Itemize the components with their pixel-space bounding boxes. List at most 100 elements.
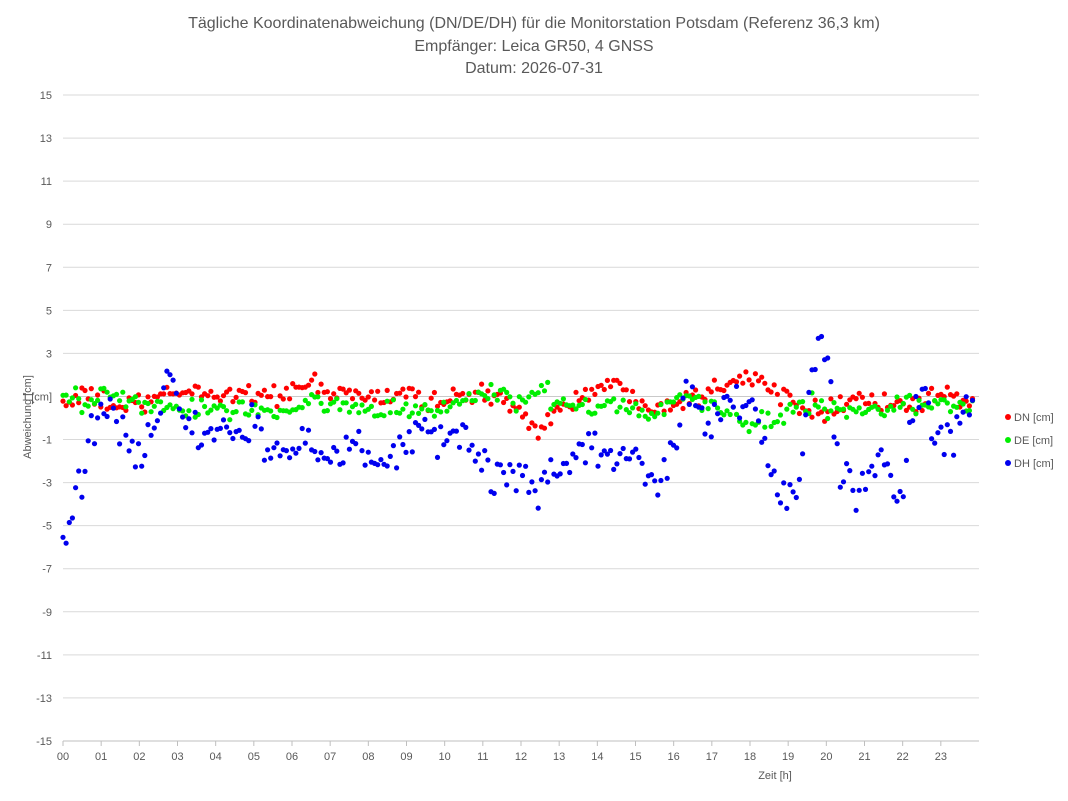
data-point-dn	[372, 397, 378, 403]
data-point-dh	[186, 416, 192, 422]
data-point-de	[79, 409, 85, 416]
data-point-dn	[205, 393, 211, 399]
data-point-de	[302, 397, 308, 403]
data-point-de	[334, 396, 340, 402]
data-point-dh	[334, 448, 340, 454]
data-point-de	[246, 412, 252, 418]
data-point-de	[570, 402, 576, 408]
data-point-dn	[903, 407, 910, 413]
data-point-dh	[718, 417, 724, 423]
legend-marker-de	[1005, 437, 1011, 443]
data-point-de	[793, 404, 799, 410]
data-point-dh	[947, 428, 954, 434]
data-point-dn	[331, 391, 337, 397]
data-point-dh	[573, 455, 579, 461]
data-point-dh	[95, 415, 101, 421]
data-point-dh	[837, 484, 843, 490]
data-point-dh	[875, 452, 881, 458]
data-point-dn	[214, 394, 220, 400]
y-tick-label: 11	[41, 176, 52, 188]
data-point-dn	[557, 407, 563, 413]
data-point-dh	[403, 449, 409, 455]
data-point-dn	[287, 396, 293, 402]
data-point-de	[774, 419, 781, 425]
data-point-dh	[217, 425, 223, 431]
data-point-de	[916, 397, 922, 403]
data-point-dn	[604, 377, 611, 383]
data-point-dh	[469, 442, 475, 448]
data-point-de	[227, 417, 233, 423]
data-point-de	[910, 406, 916, 412]
data-point-dh	[686, 401, 692, 407]
data-point-de	[560, 396, 567, 402]
data-point-de	[818, 398, 825, 404]
data-point-dh	[859, 470, 866, 476]
data-point-dh	[353, 441, 359, 447]
data-point-dn	[76, 400, 82, 406]
data-point-de	[686, 393, 692, 399]
data-point-de	[872, 403, 878, 409]
data-point-de	[702, 399, 708, 405]
data-point-dh	[689, 384, 696, 390]
data-point-dn	[523, 411, 529, 417]
data-point-dh	[796, 476, 803, 482]
data-point-dn	[573, 389, 579, 395]
x-tick-label: 21	[858, 751, 870, 763]
data-point-dn	[630, 388, 636, 394]
data-point-dh	[390, 443, 396, 449]
data-point-dn	[529, 420, 535, 426]
y-tick-label: 13	[40, 133, 52, 145]
data-point-dh	[604, 451, 611, 457]
data-point-dn	[667, 407, 674, 413]
data-point-dh	[856, 487, 862, 493]
data-point-de	[790, 409, 796, 415]
data-point-dh	[966, 412, 973, 418]
data-point-de	[337, 407, 343, 413]
x-axis-ticks: 00 01 02 03 04 05 06 07 08 09 10 11 12 13 14 15 16 17 18 19…	[57, 741, 947, 763]
data-point-de	[139, 410, 145, 416]
data-point-dn	[208, 388, 214, 394]
data-point-dh	[787, 482, 793, 488]
data-point-dh	[516, 462, 522, 468]
data-point-dh	[110, 405, 116, 411]
data-point-dh	[803, 412, 809, 418]
data-point-de	[894, 394, 900, 400]
data-point-dh	[541, 469, 548, 475]
data-point-dh	[69, 515, 75, 521]
data-point-dh	[523, 463, 529, 469]
data-point-dh	[79, 494, 85, 500]
data-point-dh	[910, 418, 916, 424]
data-point-dh	[535, 505, 541, 511]
data-point-de	[900, 400, 906, 407]
data-point-dn	[123, 407, 129, 413]
data-point-dn	[384, 387, 390, 393]
data-point-dn	[318, 381, 324, 387]
data-point-dh	[277, 453, 283, 459]
data-point-dh	[82, 468, 88, 474]
data-point-dh	[620, 445, 626, 452]
data-point-de	[611, 396, 617, 402]
data-point-dh	[818, 333, 825, 340]
data-point-dh	[532, 488, 538, 494]
y-tick-label: -15	[36, 736, 52, 748]
data-point-dh	[755, 418, 762, 424]
data-point-dh	[151, 425, 157, 431]
data-point-dh	[900, 494, 906, 500]
data-point-dh	[957, 420, 963, 426]
data-point-de	[444, 408, 450, 414]
data-point-de	[787, 401, 793, 407]
data-point-dh	[724, 393, 730, 399]
data-point-dn	[95, 392, 101, 398]
data-point-dh	[438, 424, 444, 430]
y-tick-label: -9	[42, 607, 52, 619]
data-point-dh	[387, 453, 393, 459]
data-point-dh	[878, 447, 884, 453]
data-point-dh	[840, 479, 847, 485]
x-tick-label: 19	[782, 751, 794, 763]
data-point-dh	[608, 447, 614, 454]
data-point-dh	[205, 429, 211, 435]
data-point-dh	[76, 468, 82, 474]
data-point-de	[636, 413, 642, 419]
